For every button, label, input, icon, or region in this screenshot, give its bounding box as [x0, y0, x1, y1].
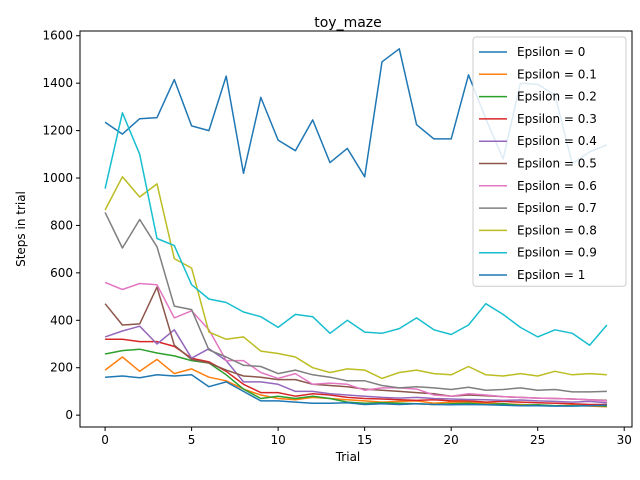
- y-tick-label: 1400: [42, 76, 73, 90]
- series-line-4: [104, 325, 607, 404]
- x-tick-label: 10: [270, 433, 285, 447]
- x-tick-label: 0: [101, 433, 109, 447]
- legend-label-7: Epsilon = 0.7: [517, 201, 597, 215]
- legend-label-2: Epsilon = 0.2: [517, 90, 597, 104]
- series-line-6: [104, 281, 607, 402]
- legend-label-5: Epsilon = 0.5: [517, 157, 597, 171]
- y-tick-label: 600: [50, 266, 73, 280]
- legend-label-8: Epsilon = 0.8: [517, 223, 597, 237]
- y-axis-label: Steps in trial: [14, 191, 28, 267]
- y-tick-label: 1000: [42, 171, 73, 185]
- legend: Epsilon = 0 Epsilon = 0.1 Epsilon = 0.2 Eps…: [472, 36, 627, 287]
- x-tick-label: 5: [188, 433, 196, 447]
- x-tick-label: 25: [530, 433, 545, 447]
- y-tick-label: 400: [50, 313, 73, 327]
- y-axis: 0 200 400 600 800 1000 1200 1400 1600: [42, 29, 80, 422]
- legend-label-9: Epsilon = 0.9: [517, 246, 597, 260]
- x-axis-label: Trial: [335, 450, 361, 464]
- legend-label-10: Epsilon = 1: [517, 268, 585, 282]
- series-line-10: [105, 374, 607, 407]
- y-tick-label: 1600: [42, 29, 73, 43]
- series-layer: [104, 48, 608, 408]
- series-line-9: [104, 112, 608, 346]
- chart-title: toy_maze: [314, 15, 382, 31]
- y-tick-label: 800: [50, 218, 73, 232]
- legend-box: [472, 36, 627, 287]
- x-tick-label: 15: [357, 433, 372, 447]
- legend-label-6: Epsilon = 0.6: [517, 179, 597, 193]
- y-tick-label: 0: [65, 408, 73, 422]
- legend-label-0: Epsilon = 0: [517, 45, 585, 59]
- plot-frame: [79, 30, 633, 428]
- series-line-8: [104, 176, 607, 380]
- x-tick-label: 20: [444, 433, 459, 447]
- legend-label-3: Epsilon = 0.3: [517, 112, 597, 126]
- series-line-7: [104, 212, 607, 393]
- legend-label-1: Epsilon = 0.1: [517, 67, 597, 81]
- x-tick-label: 30: [617, 433, 632, 447]
- x-axis: 0 5 10 15 20 25 30: [101, 427, 632, 447]
- y-tick-label: 1200: [42, 124, 73, 138]
- y-tick-label: 200: [50, 361, 73, 375]
- legend-label-4: Epsilon = 0.4: [517, 134, 597, 148]
